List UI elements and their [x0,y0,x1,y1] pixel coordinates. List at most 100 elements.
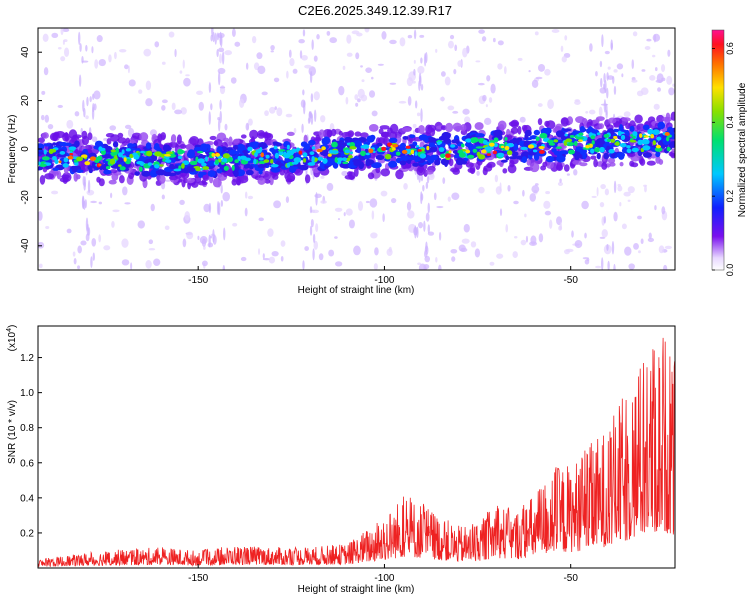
spectrogram-speck [462,108,470,115]
spectrogram-band-cell [348,171,356,181]
spectrogram-core-cell [400,155,410,161]
spectrogram-core-cell [187,149,196,158]
spectrogram-core-cell [399,160,407,166]
spectrogram-highlight [620,134,626,141]
x-tick-label: -100 [374,275,394,286]
spectrogram-speck [646,38,652,42]
spectrogram-speck [231,28,236,37]
spectrogram-band-cell [425,169,434,175]
spectrogram-band-cell [360,132,369,139]
spectrogram-highlight [165,159,172,163]
spectrogram-highlight [642,145,651,151]
spectrogram-highlight [43,149,47,155]
spectrogram-streak [420,174,424,182]
spectrogram-speck [621,73,624,78]
spectrogram-speck [535,76,543,80]
spectrogram-speck [386,248,393,256]
spectrogram-highlight [110,152,117,155]
spectrogram-highlight [475,146,484,149]
spectrogram-speck [368,90,376,98]
spectrogram-speck [631,79,638,83]
spectrogram-highlight [154,164,160,169]
spectrogram-speck [591,195,597,198]
spectrogram-highlight [436,141,442,145]
spectrogram-band-cell [318,129,325,138]
spectrogram-core-cell [613,128,620,133]
spectrogram-core-cell [251,141,257,150]
colorbar-tick-label: 0.4 [725,116,735,129]
spectrogram-speck [494,174,499,183]
spectrogram-highlight [348,154,353,159]
spectrogram-core-cell [407,156,417,161]
spectrogram-streak [81,55,84,64]
spectrogram-core-cell [529,135,538,140]
spectrogram-streak [425,241,428,253]
spectrogram-speck [631,59,635,70]
spectrogram-speck [371,76,374,80]
spectrogram-speck [45,226,50,229]
spectrogram-streak [208,111,211,125]
spectrogram-band-cell [474,122,484,130]
spectrogram-speck [304,64,312,69]
spectrogram-speck [174,48,177,58]
spectrogram-speck [596,187,599,197]
spectrogram-speck [547,99,554,110]
spectrogram-speck [513,236,518,239]
spectrogram-hotspot [655,144,661,149]
spectrogram-band-cell [222,137,230,142]
spectrogram-core-cell [226,147,234,151]
spectrogram-speck [318,253,324,261]
spectrogram-speck [44,114,50,123]
spectrogram-streak [602,83,606,90]
spectrogram-core-cell [444,159,449,168]
spectrogram-streak [427,202,430,214]
spectrogram-speck [161,104,166,111]
spectrogram-speck [96,35,103,43]
spectrogram-band-cell [556,161,563,171]
spectrogram-speck [164,225,170,230]
spectrogram-speck [517,57,523,61]
spectrogram-streak [603,215,607,224]
spectrogram-speck [486,75,491,82]
spectrogram-core-cell [642,124,650,131]
spectrogram-band-cell [286,131,295,137]
spectrogram-speck [341,170,349,177]
spectrogram-speck [371,110,378,117]
spectrogram-hotspot [613,135,618,140]
spectrogram-highlight [114,155,118,160]
spectrogram-speck [585,110,589,114]
spectrogram-band-cell [118,175,125,184]
spectrogram-band-cell [650,153,657,159]
spectrogram-speck [436,205,444,209]
spectrogram-speck [64,47,70,57]
spectrogram-streak [217,118,221,132]
spectrogram-speck [449,34,455,40]
spectrogram-core-cell [245,169,254,176]
colorbar-tick-label: 0.6 [725,42,735,55]
spectrogram-speck [38,241,45,249]
spectrogram-streak [420,83,424,91]
spectrogram-speck [538,233,544,243]
spectrogram-highlight [329,149,334,154]
spectrogram-speck [86,189,95,196]
spectrogram-core-cell [243,164,249,169]
spectrogram-speck [648,232,652,239]
spectrogram-highlight [311,146,316,150]
spectrogram-band-cell [448,158,454,167]
spectrogram-speck [425,212,430,222]
spectrogram-speck [224,50,233,56]
spectrogram-core-cell [533,129,541,136]
spectrogram-speck [198,101,204,111]
spectrogram-speck [40,114,45,121]
spectrogram-streak [418,80,421,91]
spectrogram-highlight [146,150,153,157]
spectrogram-speck [628,263,635,270]
spectrogram-speck [313,55,318,62]
spectrogram-streak [208,234,211,248]
spectrogram-speck [654,205,657,211]
spectrogram-speck [161,194,165,200]
spectrogram-streak [78,31,81,46]
spectrogram-streak [223,227,226,241]
spectrogram-speck [586,258,590,262]
spectrogram-highlight [619,142,627,148]
